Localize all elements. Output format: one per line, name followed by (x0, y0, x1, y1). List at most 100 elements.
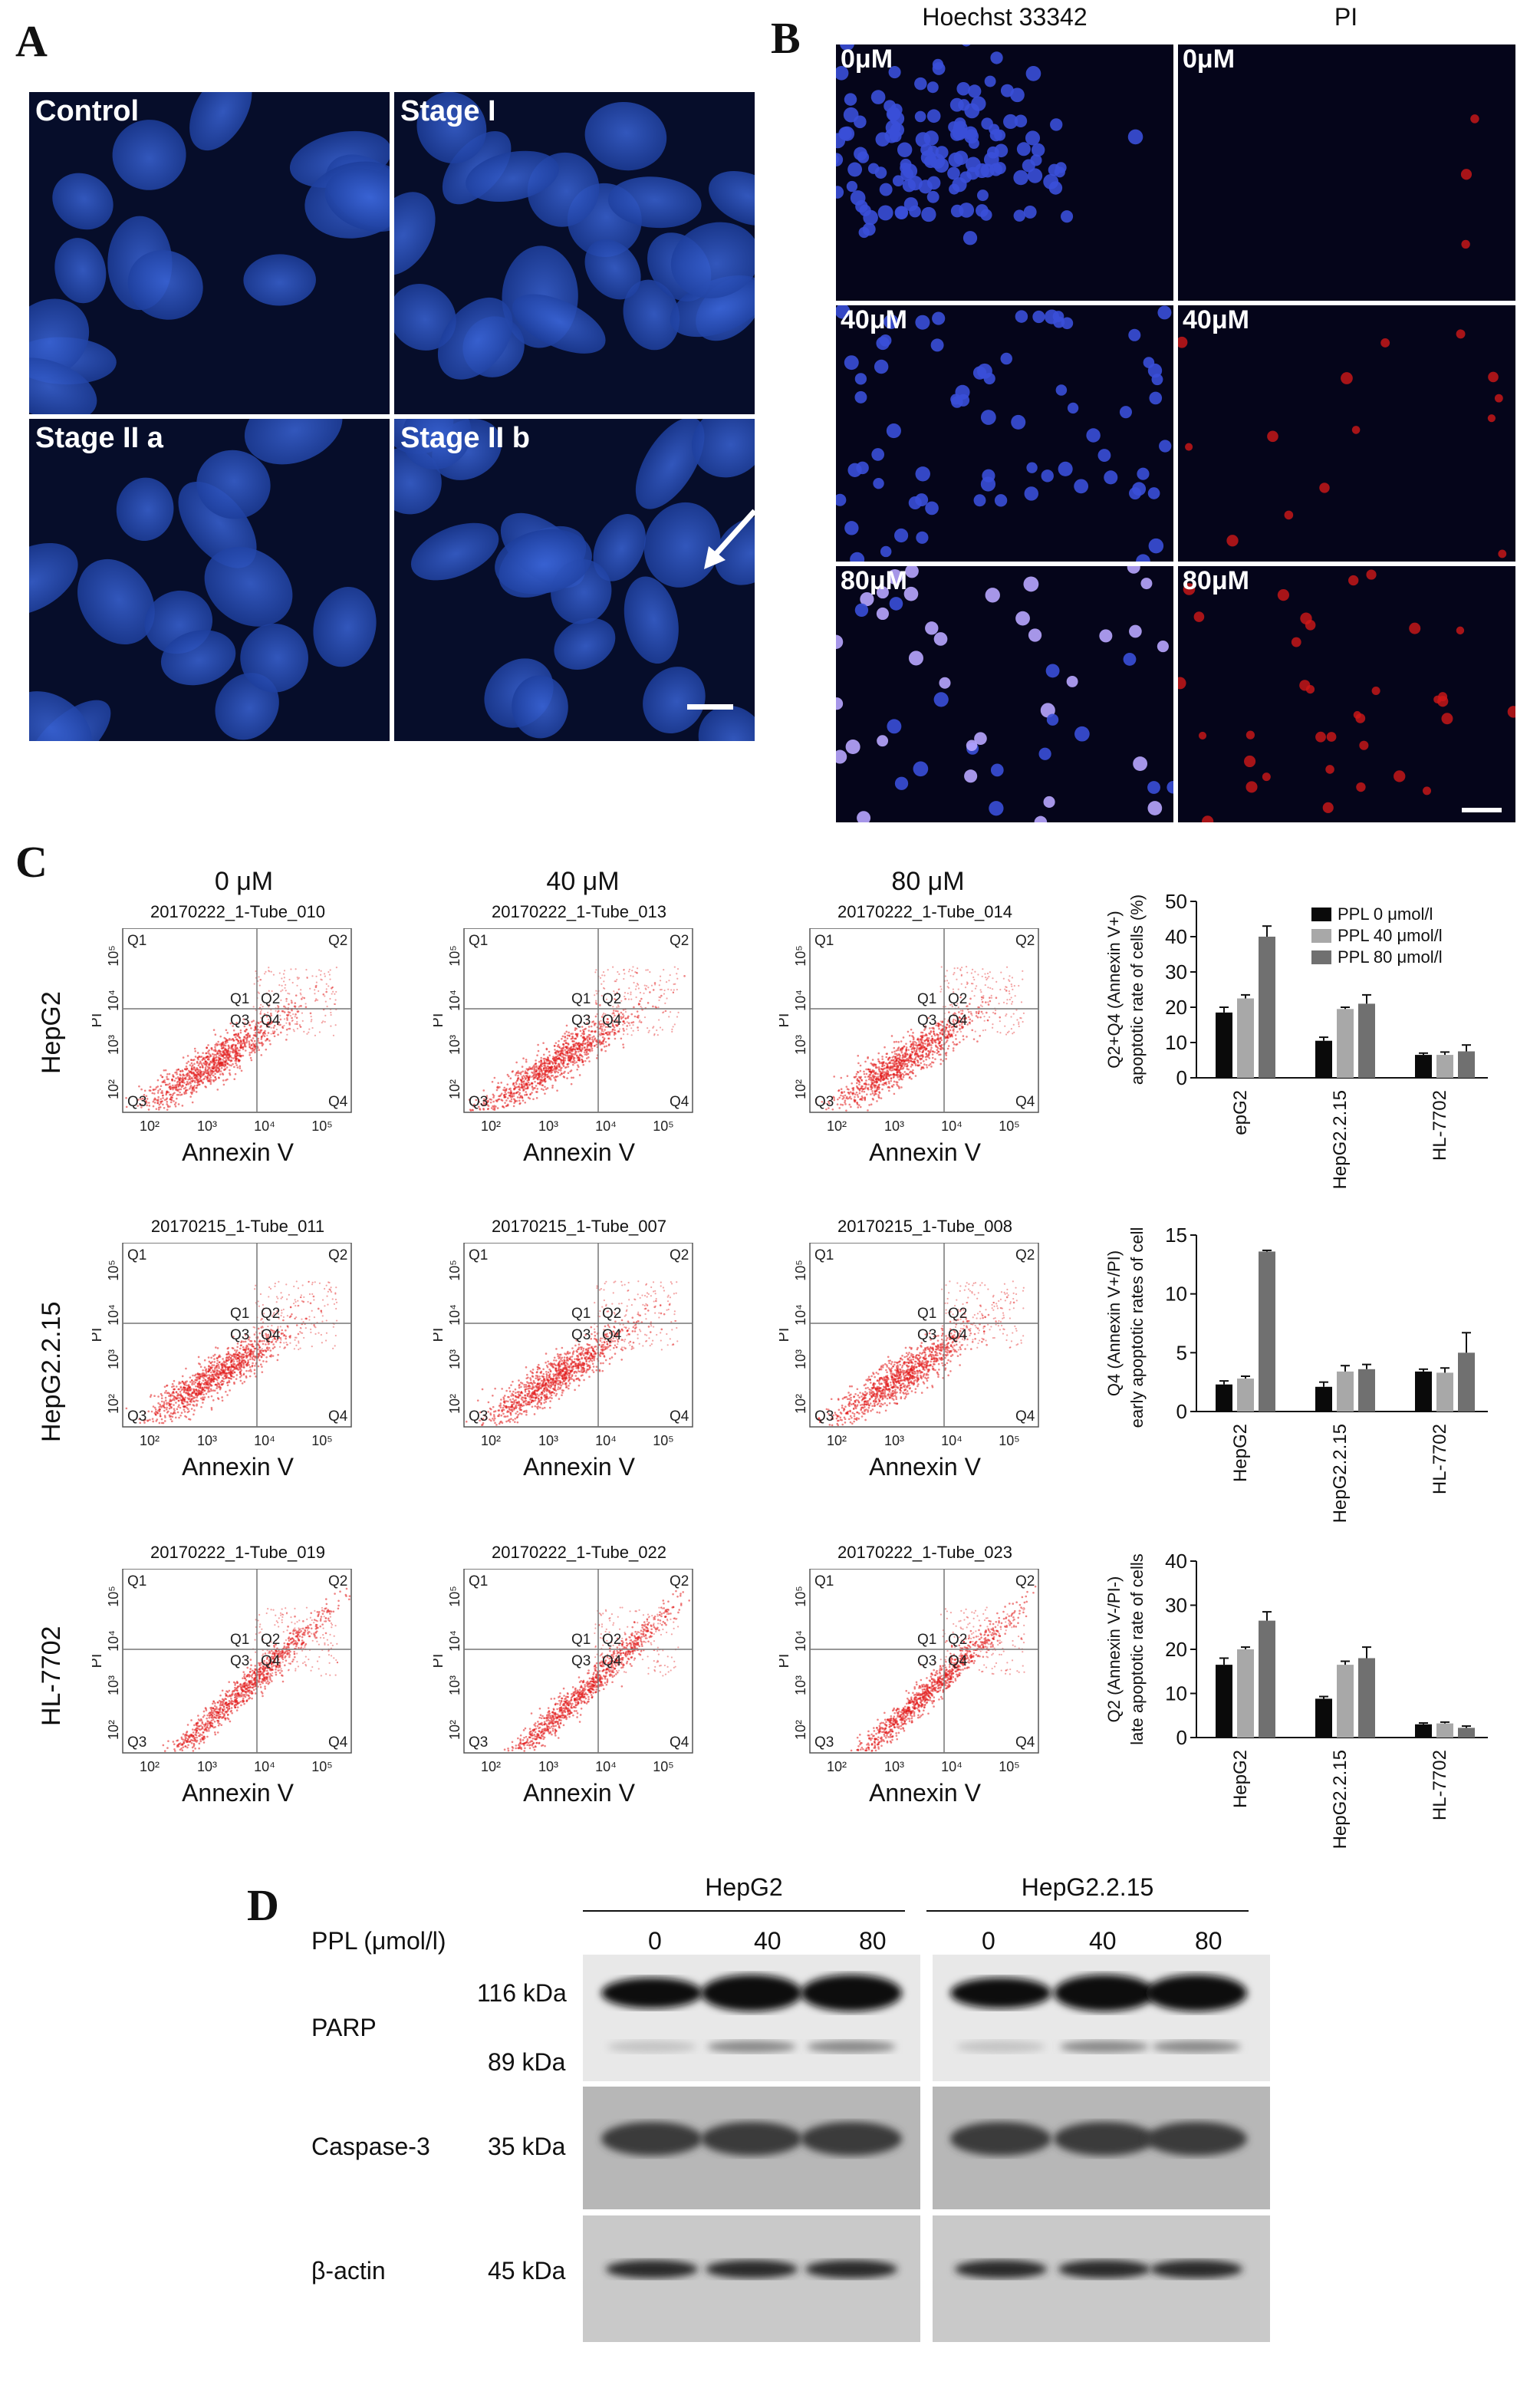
event-dot (537, 1076, 539, 1079)
event-dot (219, 1035, 222, 1038)
event-dot (179, 1406, 182, 1409)
event-dot (953, 967, 956, 970)
event-dot (897, 1041, 900, 1043)
event-dot (605, 1020, 608, 1023)
event-dot (971, 1014, 973, 1016)
event-dot (160, 1100, 162, 1103)
event-dot (596, 1057, 598, 1059)
event-dot (192, 1391, 194, 1394)
event-dot (981, 1000, 984, 1003)
event-dot (243, 1022, 246, 1025)
event-dot (239, 1379, 242, 1382)
event-dot (196, 1069, 199, 1071)
event-dot (332, 990, 334, 993)
event-dot (673, 989, 675, 991)
event-dot (519, 1095, 522, 1097)
event-dot (191, 1101, 194, 1104)
event-dot (224, 1044, 227, 1047)
event-dot (986, 978, 988, 981)
event-dot (933, 1034, 936, 1037)
tile-stage-iia: Stage II a (29, 419, 390, 741)
event-dot (518, 1085, 520, 1088)
event-dot (177, 1399, 180, 1402)
event-dot (191, 1089, 194, 1092)
event-dot (510, 1098, 513, 1101)
event-dot (649, 991, 651, 993)
event-dot (568, 1051, 571, 1054)
event-dot (986, 972, 989, 975)
event-dot (166, 1392, 169, 1395)
event-dot (981, 1005, 983, 1007)
event-dot (179, 1414, 182, 1417)
event-dot (223, 1069, 226, 1071)
event-dot (558, 1062, 561, 1066)
event-dot (945, 1026, 948, 1029)
event-dot (648, 1029, 650, 1032)
event-dot (254, 1340, 256, 1343)
event-dot (620, 1011, 623, 1014)
event-dot (252, 1352, 255, 1354)
event-dot (844, 1103, 847, 1105)
event-dot (236, 1054, 239, 1057)
event-dot (226, 1384, 229, 1386)
event-dot (209, 1371, 212, 1374)
event-dot (172, 1084, 174, 1087)
event-dot (214, 1072, 216, 1076)
event-dot (1009, 998, 1011, 1001)
event-dot (252, 1047, 254, 1049)
event-dot (179, 1094, 182, 1096)
event-dot (214, 1033, 217, 1036)
event-dot (225, 1029, 228, 1032)
event-dot (897, 1085, 900, 1089)
event-dot (515, 1061, 518, 1064)
event-dot (561, 1063, 564, 1066)
event-dot (184, 1415, 186, 1418)
event-dot (176, 1097, 178, 1100)
event-dot (171, 1385, 173, 1389)
event-dot (903, 1052, 907, 1055)
event-dot (843, 1096, 845, 1099)
event-dot (896, 1083, 898, 1085)
event-dot (493, 1076, 496, 1079)
event-dot (203, 1366, 206, 1369)
event-dot (572, 1055, 574, 1058)
event-dot (152, 1420, 154, 1423)
event-dot (638, 1003, 641, 1006)
event-dot (178, 1382, 180, 1385)
event-dot (232, 1029, 235, 1032)
event-dot (212, 1056, 216, 1058)
event-dot (584, 1059, 587, 1062)
event-dot (202, 1052, 204, 1054)
event-dot (229, 1377, 232, 1380)
event-dot (602, 971, 605, 973)
event-dot (962, 1035, 965, 1037)
event-dot (970, 1013, 972, 1015)
event-dot (572, 1063, 574, 1066)
event-dot (854, 1076, 857, 1078)
event-dot (245, 1041, 248, 1044)
event-dot (849, 1091, 852, 1094)
event-dot (856, 1086, 859, 1089)
event-dot (240, 1046, 242, 1049)
event-dot (902, 1066, 905, 1069)
event-dot (576, 1033, 579, 1036)
event-dot (522, 1089, 525, 1092)
event-dot (199, 1066, 202, 1069)
event-dot (500, 1099, 503, 1101)
event-dot (972, 1038, 976, 1040)
event-dot (976, 1012, 978, 1015)
event-dot (573, 1040, 575, 1043)
event-dot (519, 1073, 522, 1076)
event-dot (195, 1389, 198, 1392)
event-dot (295, 1324, 298, 1326)
event-dot (969, 1003, 971, 1005)
event-dot (248, 1024, 252, 1026)
event-dot (189, 1071, 192, 1073)
event-dot (213, 1053, 216, 1056)
event-dot (214, 1048, 217, 1050)
event-dot (604, 1049, 607, 1052)
event-dot (210, 1366, 212, 1369)
event-dot (946, 1039, 949, 1042)
event-dot (181, 1105, 184, 1107)
event-dot (225, 1362, 228, 1365)
